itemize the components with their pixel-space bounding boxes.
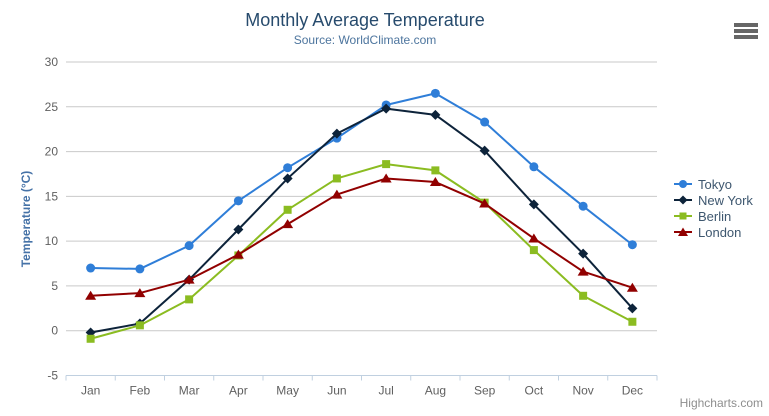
hamburger-icon (734, 35, 758, 39)
y-axis-label: 5 (51, 279, 58, 293)
series-marker-tokyo[interactable] (529, 162, 539, 172)
series-marker-tokyo[interactable] (233, 196, 243, 206)
series-marker-new-york[interactable] (430, 109, 441, 120)
legend-label: New York (698, 192, 753, 208)
series-marker-tokyo[interactable] (184, 241, 194, 251)
legend: Tokyo New York Berlin London (673, 176, 753, 240)
series-marker-tokyo[interactable] (135, 264, 145, 274)
series-line-london[interactable] (90, 177, 633, 297)
hamburger-icon (734, 29, 758, 33)
triangle-legend-icon (674, 227, 692, 236)
legend-item-tokyo[interactable]: Tokyo (673, 176, 753, 192)
series-marker-berlin[interactable] (283, 205, 292, 214)
legend-item-new-york[interactable]: New York (673, 192, 753, 208)
series-marker-berlin[interactable] (185, 295, 194, 304)
x-axis-label: Dec (622, 384, 643, 398)
x-axis-label: Jul (378, 384, 393, 398)
legend-label: Berlin (698, 208, 732, 224)
series-marker-tokyo[interactable] (480, 117, 490, 127)
series-marker-london[interactable] (429, 177, 441, 187)
series-marker-london[interactable] (380, 173, 392, 183)
series-marker-new-york[interactable] (331, 128, 342, 139)
y-axis-label: 0 (51, 324, 58, 338)
series-marker-london[interactable] (331, 189, 343, 199)
x-axis-label: May (276, 384, 299, 398)
series-marker-berlin[interactable] (529, 246, 538, 255)
series-marker-london[interactable] (85, 290, 97, 300)
y-axis-label: 25 (45, 100, 59, 114)
series-marker-berlin[interactable] (628, 317, 637, 326)
y-axis-label: 20 (45, 145, 59, 159)
x-axis-label: Nov (572, 384, 593, 398)
diamond-legend-icon (674, 195, 692, 205)
series-marker-new-york[interactable] (479, 145, 490, 156)
x-axis-label: Aug (425, 384, 446, 398)
legend-label: Tokyo (698, 176, 732, 192)
series-marker-berlin[interactable] (431, 166, 440, 175)
y-axis-label: 30 (45, 55, 59, 69)
series-marker-london[interactable] (282, 219, 294, 229)
x-axis-label: Apr (229, 384, 248, 398)
series-marker-tokyo[interactable] (430, 88, 440, 98)
series-line-berlin[interactable] (90, 163, 633, 340)
series-marker-new-york[interactable] (627, 303, 638, 314)
series-marker-new-york[interactable] (233, 224, 244, 235)
series-marker-london[interactable] (232, 249, 244, 259)
y-axis-label: 10 (45, 234, 59, 248)
series-marker-tokyo[interactable] (578, 201, 588, 211)
series-marker-london[interactable] (626, 282, 638, 292)
credits-link[interactable]: Highcharts.com (679, 396, 763, 410)
y-axis-title: Temperature (°C) (19, 170, 33, 268)
series-marker-new-york[interactable] (282, 173, 293, 184)
x-axis-label: Feb (130, 384, 151, 398)
series-marker-berlin[interactable] (382, 160, 391, 169)
series-line-new-york[interactable] (90, 107, 634, 334)
x-axis-label: Jun (327, 384, 346, 398)
series-marker-tokyo[interactable] (86, 263, 96, 273)
series-marker-new-york[interactable] (578, 248, 589, 259)
series-marker-london[interactable] (183, 274, 195, 284)
series-marker-london[interactable] (134, 288, 146, 298)
series-marker-tokyo[interactable] (627, 240, 637, 250)
circle-legend-icon (674, 180, 692, 188)
x-axis-label: Mar (179, 384, 200, 398)
series-marker-london[interactable] (479, 198, 491, 208)
square-legend-icon (674, 212, 692, 220)
chart-title: Monthly Average Temperature (245, 10, 485, 30)
series-marker-london[interactable] (577, 266, 589, 276)
x-axis-label: Jan (81, 384, 100, 398)
legend-item-london[interactable]: London (673, 224, 753, 240)
hamburger-icon (734, 23, 758, 27)
legend-item-berlin[interactable]: Berlin (673, 208, 753, 224)
chart-subtitle: Source: WorldClimate.com (293, 33, 437, 47)
y-axis-label: -5 (47, 369, 58, 383)
series-marker-berlin[interactable] (579, 291, 588, 300)
series-marker-new-york[interactable] (381, 103, 392, 114)
legend-label: London (698, 224, 742, 240)
series-marker-tokyo[interactable] (283, 163, 293, 173)
y-axis-label: 15 (45, 189, 59, 203)
x-axis-label: Sep (474, 384, 496, 398)
series-marker-berlin[interactable] (135, 321, 144, 330)
x-axis-label: Oct (525, 384, 544, 398)
series-marker-berlin[interactable] (86, 334, 95, 343)
series-line-tokyo[interactable] (90, 92, 633, 270)
series-marker-london[interactable] (528, 233, 540, 243)
series-marker-new-york[interactable] (528, 199, 539, 210)
export-menu-button[interactable] (734, 23, 758, 41)
series-marker-berlin[interactable] (332, 174, 341, 183)
